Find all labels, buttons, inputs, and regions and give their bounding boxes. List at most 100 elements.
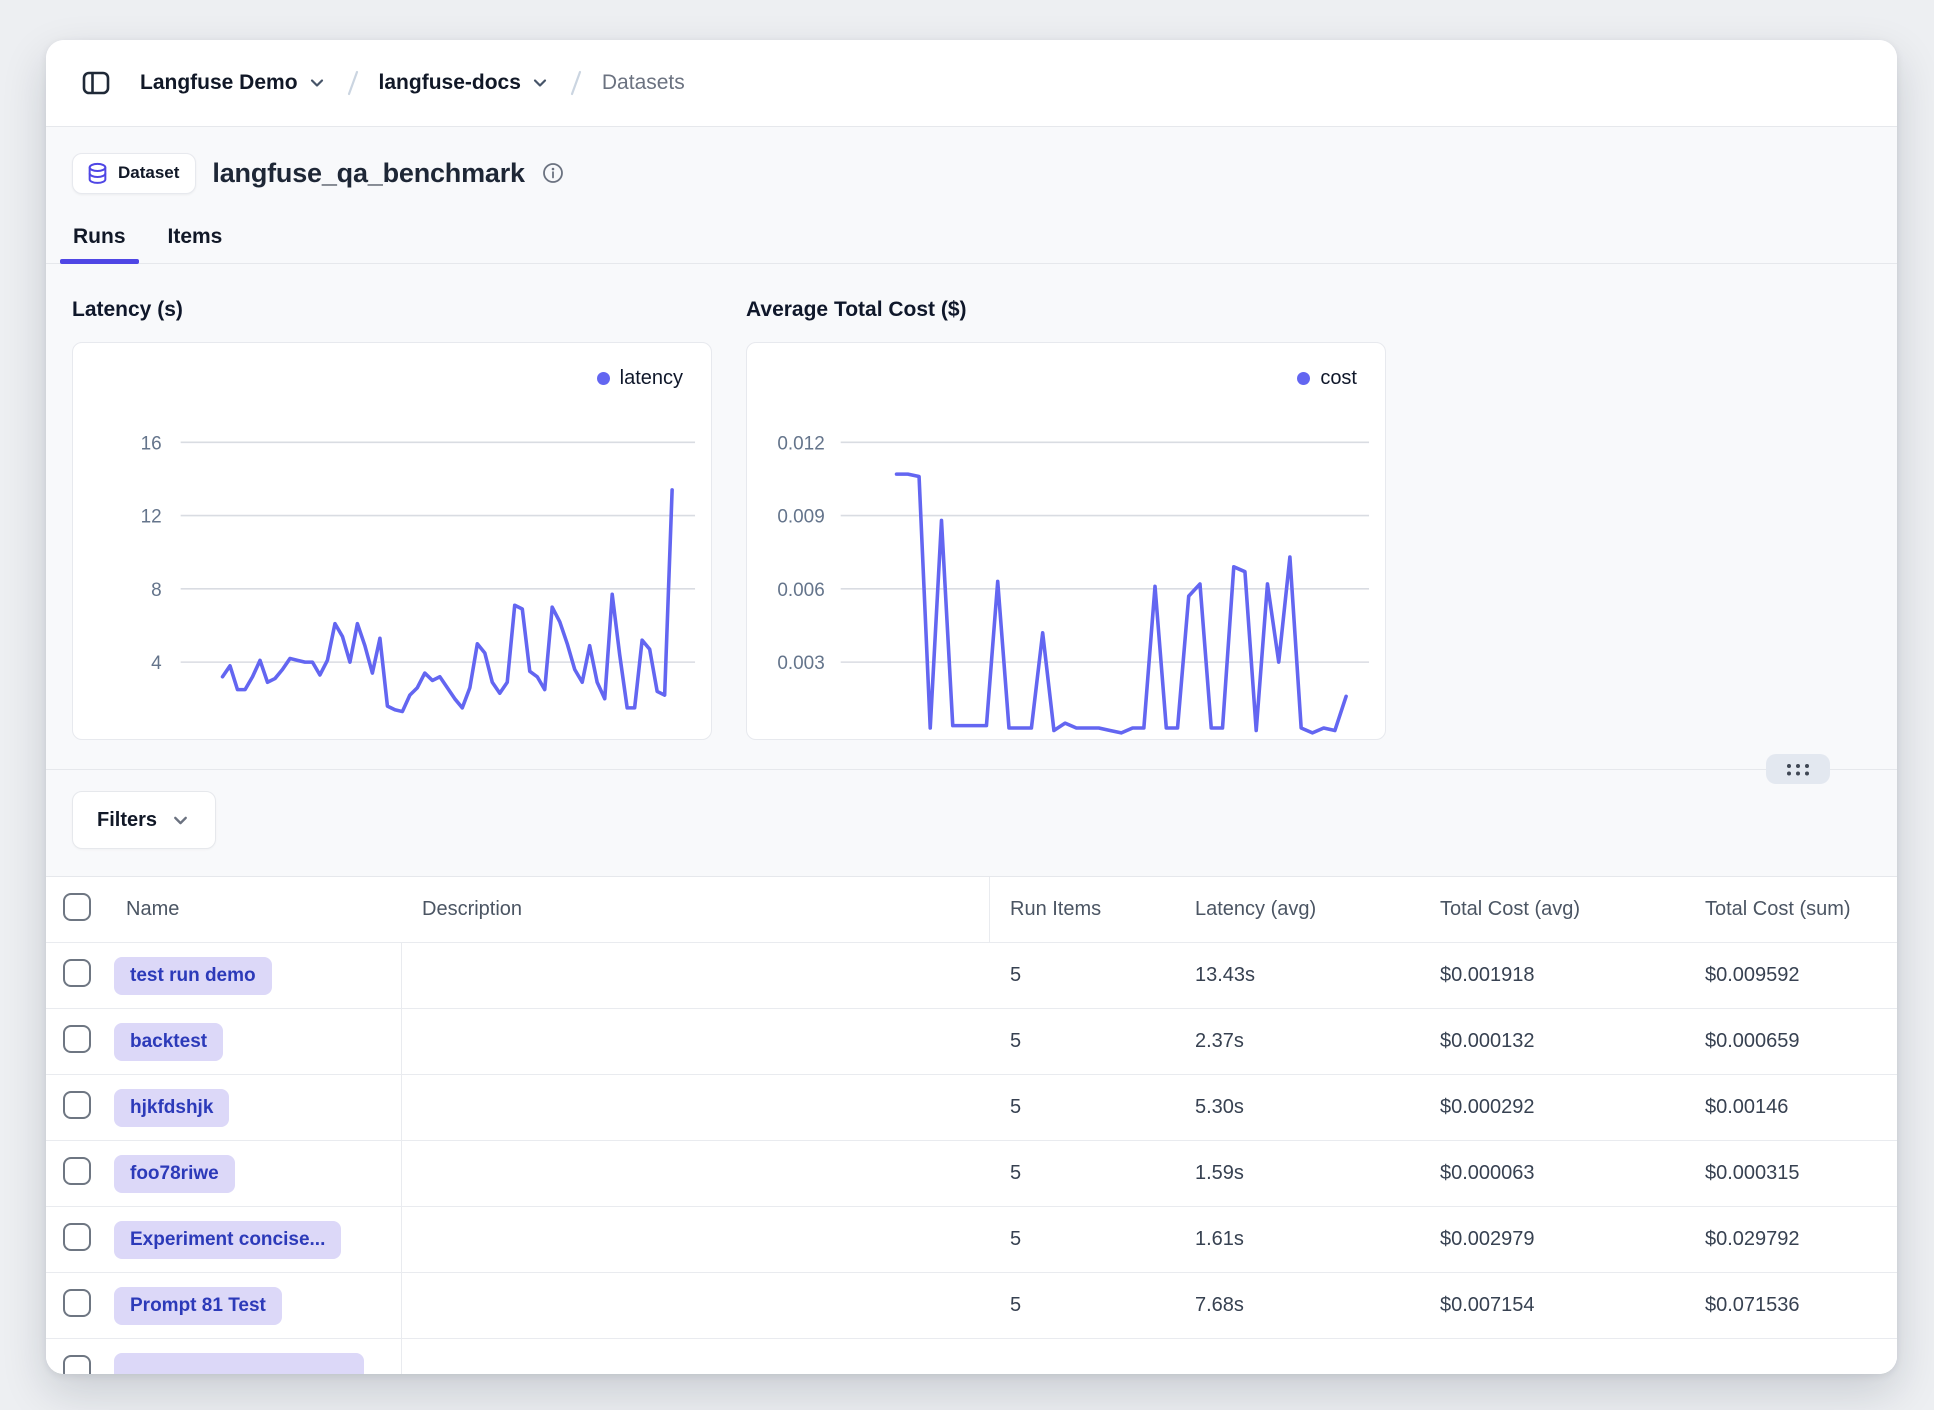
latency-avg-cell: 5.30s <box>1175 1096 1420 1119</box>
latency-chart-legend: latency <box>597 367 683 390</box>
table-header-row: Name Description Run Items Latency (avg)… <box>46 877 1897 943</box>
charts-area: Latency (s) 16 12 8 4 latency Average Total… <box>46 264 1897 740</box>
charts-table-divider <box>46 769 1897 770</box>
breadcrumb-page-label: Datasets <box>602 71 685 95</box>
run-name-badge[interactable]: hjkfdshjk <box>114 1089 229 1127</box>
run-items-cell: 5 <box>990 964 1175 987</box>
legend-dot-icon <box>597 372 610 385</box>
cost-chart-legend: cost <box>1297 367 1357 390</box>
total-cost-avg-cell: $0.002979 <box>1420 1228 1685 1251</box>
total-cost-sum-cell: $0.000659 <box>1685 1030 1897 1053</box>
filters-button[interactable]: Filters <box>72 791 216 849</box>
run-name-badge[interactable] <box>114 1353 364 1375</box>
breadcrumb-organization-label: langfuse-docs <box>379 71 521 95</box>
table-row: backtest 5 2.37s $0.000132 $0.000659 <box>46 1009 1897 1075</box>
column-header-name: Name <box>106 898 402 921</box>
latency-avg-cell: 7.68s <box>1175 1294 1420 1317</box>
filters-button-label: Filters <box>97 809 157 832</box>
breadcrumb-project-dropdown[interactable]: Langfuse Demo <box>140 71 327 95</box>
cost-chart-block: Average Total Cost ($) 0.0120.0090.0060.… <box>746 298 1386 740</box>
legend-dot-icon <box>1297 372 1310 385</box>
latency-avg-cell: 1.59s <box>1175 1162 1420 1185</box>
tab-items[interactable]: Items <box>155 225 236 263</box>
total-cost-sum-cell: $0.00146 <box>1685 1096 1897 1119</box>
chevron-down-icon <box>307 73 327 93</box>
row-checkbox[interactable] <box>63 1289 91 1317</box>
column-header-latency-avg: Latency (avg) <box>1175 898 1420 921</box>
table-row: hjkfdshjk 5 5.30s $0.000292 $0.00146 <box>46 1075 1897 1141</box>
run-name-badge[interactable]: foo78riwe <box>114 1155 235 1193</box>
top-bar: Langfuse Demo langfuse-docs Datasets <box>46 40 1897 127</box>
svg-text:16: 16 <box>141 433 162 454</box>
column-header-run-items: Run Items <box>990 898 1175 921</box>
table-row <box>46 1339 1897 1374</box>
runs-table: Name Description Run Items Latency (avg)… <box>46 876 1897 1374</box>
page-title: langfuse_qa_benchmark <box>212 158 524 189</box>
table-body: test run demo 5 13.43s $0.001918 $0.0095… <box>46 943 1897 1374</box>
dataset-type-badge: Dataset <box>72 153 196 194</box>
svg-text:0.006: 0.006 <box>777 580 824 601</box>
page-content: Dataset langfuse_qa_benchmark Runs Items… <box>46 127 1897 1373</box>
run-name-badge[interactable]: Prompt 81 Test <box>114 1287 282 1325</box>
latency-chart-plot: 16 12 8 4 <box>73 343 711 739</box>
run-items-cell: 5 <box>990 1294 1175 1317</box>
resize-drag-handle[interactable] <box>1766 754 1830 784</box>
latency-chart-title: Latency (s) <box>72 298 712 322</box>
slash-separator-icon <box>343 68 363 98</box>
total-cost-avg-cell: $0.000063 <box>1420 1162 1685 1185</box>
row-checkbox[interactable] <box>63 1223 91 1251</box>
row-checkbox[interactable] <box>63 959 91 987</box>
total-cost-avg-cell: $0.000292 <box>1420 1096 1685 1119</box>
column-header-total-cost-sum: Total Cost (sum) <box>1685 898 1897 921</box>
table-row: foo78riwe 5 1.59s $0.000063 $0.000315 <box>46 1141 1897 1207</box>
row-checkbox[interactable] <box>63 1025 91 1053</box>
app-window: Langfuse Demo langfuse-docs Datasets <box>46 40 1897 1374</box>
run-items-cell: 5 <box>990 1030 1175 1053</box>
dataset-info-button[interactable] <box>541 161 565 185</box>
run-name-badge[interactable]: backtest <box>114 1023 223 1061</box>
breadcrumb-organization-dropdown[interactable]: langfuse-docs <box>379 71 550 95</box>
latency-avg-cell: 1.61s <box>1175 1228 1420 1251</box>
legend-label: cost <box>1320 367 1357 390</box>
latency-avg-cell: 13.43s <box>1175 964 1420 987</box>
legend-label: latency <box>620 367 683 390</box>
tab-runs[interactable]: Runs <box>60 225 139 263</box>
row-checkbox[interactable] <box>63 1157 91 1185</box>
table-row: test run demo 5 13.43s $0.001918 $0.0095… <box>46 943 1897 1009</box>
database-icon <box>86 162 109 185</box>
dataset-badge-label: Dataset <box>118 163 179 183</box>
info-icon <box>541 161 565 185</box>
chevron-down-icon <box>530 73 550 93</box>
row-checkbox[interactable] <box>63 1091 91 1119</box>
grip-dots-icon <box>1784 761 1812 778</box>
select-all-checkbox[interactable] <box>63 893 91 921</box>
run-items-cell: 5 <box>990 1228 1175 1251</box>
tab-bar: Runs Items <box>46 225 1897 264</box>
cost-chart-title: Average Total Cost ($) <box>746 298 1386 322</box>
breadcrumb-datasets-link[interactable]: Datasets <box>602 71 685 95</box>
svg-text:12: 12 <box>141 507 162 528</box>
total-cost-sum-cell: $0.029792 <box>1685 1228 1897 1251</box>
run-items-cell: 5 <box>990 1096 1175 1119</box>
total-cost-sum-cell: $0.000315 <box>1685 1162 1897 1185</box>
total-cost-sum-cell: $0.009592 <box>1685 964 1897 987</box>
svg-text:0.003: 0.003 <box>777 653 824 674</box>
table-row: Experiment concise... 5 1.61s $0.002979 … <box>46 1207 1897 1273</box>
run-items-cell: 5 <box>990 1162 1175 1185</box>
table-row: Prompt 81 Test 5 7.68s $0.007154 $0.0715… <box>46 1273 1897 1339</box>
breadcrumb: Langfuse Demo langfuse-docs Datasets <box>140 68 685 98</box>
total-cost-sum-cell: $0.071536 <box>1685 1294 1897 1317</box>
column-header-description: Description <box>402 877 990 942</box>
page-header: Dataset langfuse_qa_benchmark <box>46 127 1897 195</box>
svg-text:0.009: 0.009 <box>777 507 824 528</box>
svg-text:8: 8 <box>151 580 162 601</box>
sidebar-toggle-button[interactable] <box>80 67 112 99</box>
run-name-badge[interactable]: test run demo <box>114 957 272 995</box>
svg-text:4: 4 <box>151 653 162 674</box>
total-cost-avg-cell: $0.007154 <box>1420 1294 1685 1317</box>
row-checkbox[interactable] <box>63 1355 91 1375</box>
run-name-badge[interactable]: Experiment concise... <box>114 1221 341 1259</box>
breadcrumb-project-label: Langfuse Demo <box>140 71 298 95</box>
cost-chart-plot: 0.0120.0090.0060.003 <box>747 343 1385 739</box>
filters-row: Filters <box>46 770 1897 876</box>
